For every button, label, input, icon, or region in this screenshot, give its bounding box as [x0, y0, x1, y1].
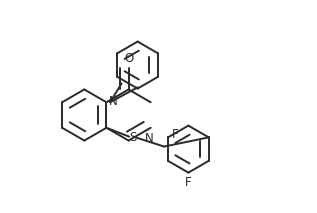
Text: N: N	[145, 132, 154, 145]
Text: F: F	[185, 176, 192, 189]
Text: F: F	[172, 128, 178, 141]
Text: S: S	[129, 131, 137, 144]
Text: O: O	[124, 52, 133, 65]
Text: N: N	[108, 95, 117, 108]
